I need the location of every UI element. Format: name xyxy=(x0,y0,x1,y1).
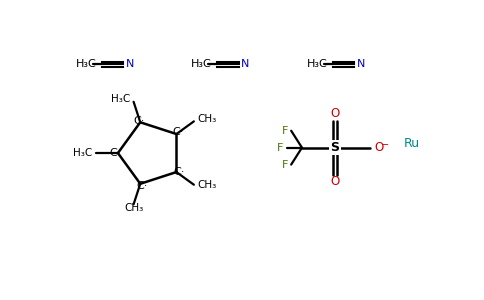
Text: N: N xyxy=(357,59,365,70)
Text: C·: C· xyxy=(133,116,144,126)
Text: F: F xyxy=(282,160,288,170)
Text: O: O xyxy=(331,175,340,188)
Text: −: − xyxy=(381,140,390,150)
Text: N: N xyxy=(126,59,134,70)
Text: C·: C· xyxy=(136,181,148,191)
Text: F: F xyxy=(282,126,288,136)
Text: Ru: Ru xyxy=(404,137,420,150)
Text: H₃C: H₃C xyxy=(306,59,327,70)
Text: C·: C· xyxy=(172,128,183,137)
Text: H₃C: H₃C xyxy=(110,94,130,104)
Text: C·: C· xyxy=(109,148,121,158)
Text: O: O xyxy=(374,141,384,154)
Text: N: N xyxy=(241,59,249,70)
Text: S: S xyxy=(331,141,340,154)
Text: H₃C: H₃C xyxy=(73,148,92,158)
Text: CH₃: CH₃ xyxy=(198,180,217,190)
Text: CH₃: CH₃ xyxy=(124,203,143,213)
Text: C·: C· xyxy=(174,167,185,177)
Text: O: O xyxy=(331,107,340,120)
Text: H₃C: H₃C xyxy=(76,59,96,70)
Text: H₃C: H₃C xyxy=(191,59,212,70)
Text: F: F xyxy=(277,143,284,153)
Text: CH₃: CH₃ xyxy=(198,114,217,124)
